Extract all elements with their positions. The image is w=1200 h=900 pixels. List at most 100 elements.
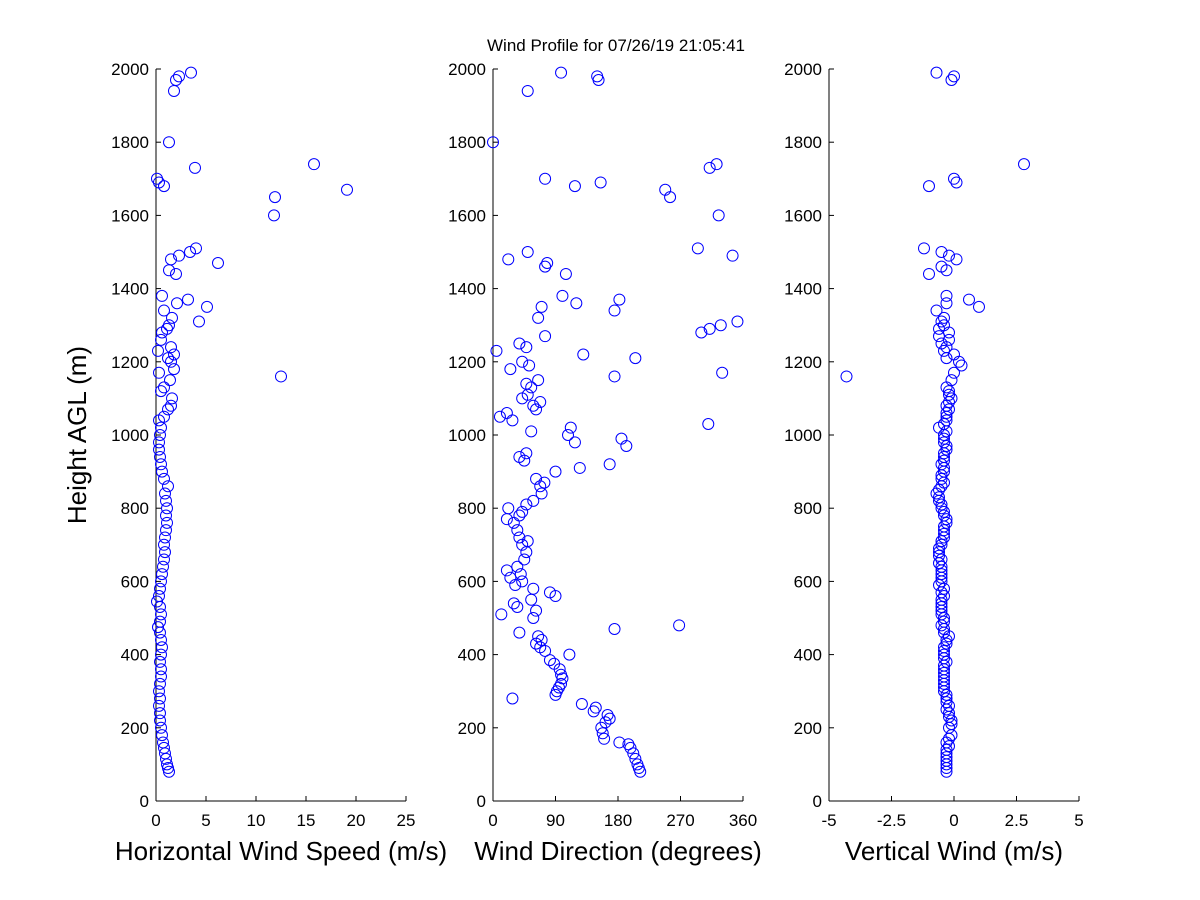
data-point xyxy=(511,601,524,614)
data-point xyxy=(154,707,166,720)
data-point xyxy=(156,465,168,478)
data-point xyxy=(161,516,173,529)
chart-title: Wind Profile for 07/26/19 21:05:41 xyxy=(487,36,745,55)
data-point xyxy=(940,688,953,701)
y-tick-label: 1000 xyxy=(448,426,486,445)
data-point xyxy=(511,560,524,573)
data-point xyxy=(184,246,196,258)
data-point xyxy=(506,692,519,705)
data-point xyxy=(513,531,526,544)
data-point xyxy=(170,267,182,280)
data-point xyxy=(575,698,588,711)
data-point xyxy=(555,66,568,79)
data-point xyxy=(212,256,224,269)
data-point xyxy=(516,575,529,588)
data-point xyxy=(190,242,202,255)
data-point xyxy=(938,418,950,431)
data-point xyxy=(613,736,626,749)
data-point xyxy=(516,505,529,518)
x-tick-label: 10 xyxy=(247,811,266,830)
data-point xyxy=(608,304,621,317)
data-point xyxy=(514,568,527,581)
data-point xyxy=(159,531,171,544)
y-tick-label: 1400 xyxy=(111,280,149,299)
data-point xyxy=(923,180,935,193)
data-point xyxy=(598,732,611,745)
data-point xyxy=(154,450,166,463)
data-point xyxy=(555,677,568,690)
data-point xyxy=(157,736,169,749)
data-point xyxy=(938,615,950,628)
data-point xyxy=(589,701,602,714)
y-tick-label: 2000 xyxy=(111,60,149,79)
data-point xyxy=(156,289,168,302)
data-point xyxy=(521,246,534,258)
data-point xyxy=(940,633,953,646)
x-tick-label: 0 xyxy=(488,811,497,830)
data-point xyxy=(160,494,172,507)
data-point xyxy=(938,590,950,603)
data-point xyxy=(152,344,164,357)
data-point xyxy=(520,341,533,354)
data-point xyxy=(935,502,948,515)
data-point xyxy=(935,260,948,273)
data-point xyxy=(155,663,167,676)
data-point xyxy=(938,311,950,324)
data-point xyxy=(158,304,170,317)
data-point xyxy=(935,568,948,581)
data-point xyxy=(695,326,708,339)
data-point xyxy=(541,256,554,269)
x-tick-label: 180 xyxy=(604,811,632,830)
data-point xyxy=(935,538,948,551)
data-point xyxy=(559,267,572,280)
data-point xyxy=(938,612,950,624)
data-point xyxy=(504,571,517,584)
data-point xyxy=(166,392,178,405)
data-point xyxy=(599,716,612,729)
data-point xyxy=(154,714,166,727)
data-point xyxy=(940,692,953,705)
data-point xyxy=(948,366,960,379)
data-point xyxy=(940,513,953,526)
data-point xyxy=(596,727,609,740)
x-tick-label: 15 xyxy=(297,811,316,830)
x-axis-title: Horizontal Wind Speed (m/s) xyxy=(115,836,447,866)
data-point xyxy=(520,377,533,390)
data-point xyxy=(511,524,524,537)
data-point xyxy=(493,410,506,423)
data-point xyxy=(153,699,165,712)
data-point xyxy=(154,655,166,668)
data-point xyxy=(155,633,167,646)
data-point xyxy=(943,699,955,712)
data-point xyxy=(940,655,953,668)
data-point xyxy=(935,498,948,511)
x-axis-title: Vertical Wind (m/s) xyxy=(845,836,1063,866)
data-point xyxy=(938,644,950,657)
data-point xyxy=(601,708,614,721)
data-point xyxy=(577,348,590,361)
y-tick-label: 1600 xyxy=(784,206,822,225)
data-point xyxy=(673,619,686,632)
data-point xyxy=(973,300,985,313)
data-point xyxy=(161,502,173,515)
y-tick-label: 600 xyxy=(121,572,149,591)
y-tick-label: 0 xyxy=(813,792,822,811)
y-tick-label: 1000 xyxy=(784,426,822,445)
data-point xyxy=(158,538,170,551)
data-point xyxy=(603,458,616,471)
data-point xyxy=(703,161,716,174)
data-point xyxy=(155,575,167,588)
data-point xyxy=(938,432,950,445)
data-point xyxy=(165,399,177,412)
x-tick-label: 0 xyxy=(949,811,958,830)
data-point xyxy=(539,330,552,343)
data-point xyxy=(613,293,626,306)
y-tick-label: 800 xyxy=(121,499,149,518)
data-point xyxy=(562,429,574,441)
data-point xyxy=(930,304,943,317)
data-point xyxy=(516,355,529,368)
y-tick-label: 600 xyxy=(794,572,822,591)
data-point xyxy=(193,315,205,328)
data-point xyxy=(164,374,176,387)
